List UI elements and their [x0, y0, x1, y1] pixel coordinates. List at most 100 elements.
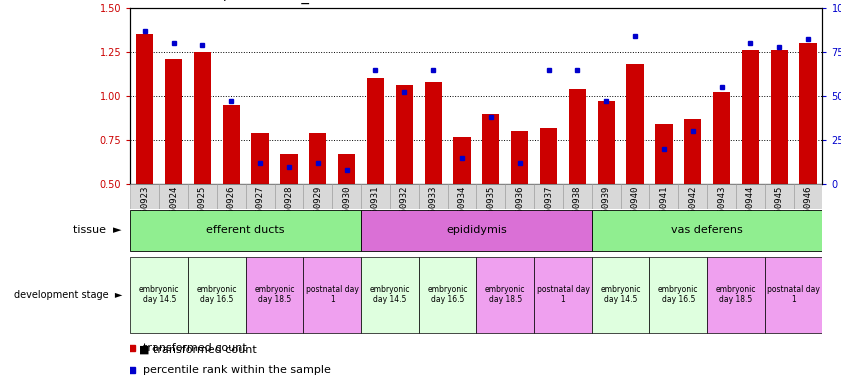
- Bar: [649, 257, 707, 333]
- Text: GSM560935: GSM560935: [486, 185, 495, 234]
- Text: embryonic
day 18.5: embryonic day 18.5: [254, 285, 295, 305]
- Bar: [304, 257, 361, 333]
- Bar: [453, 137, 471, 184]
- Bar: [800, 43, 817, 184]
- Bar: [338, 154, 355, 184]
- Bar: [713, 93, 730, 184]
- Text: embryonic
day 14.5: embryonic day 14.5: [600, 285, 641, 305]
- Bar: [476, 184, 505, 209]
- Text: vas deferens: vas deferens: [671, 225, 743, 235]
- Text: embryonic
day 14.5: embryonic day 14.5: [370, 285, 410, 305]
- Bar: [505, 184, 534, 209]
- Bar: [130, 257, 188, 333]
- Bar: [707, 184, 736, 209]
- Text: embryonic
day 18.5: embryonic day 18.5: [716, 285, 756, 305]
- Bar: [246, 184, 274, 209]
- Text: GSM560924: GSM560924: [169, 185, 178, 234]
- Bar: [563, 184, 592, 209]
- Bar: [770, 50, 788, 184]
- Bar: [246, 257, 304, 333]
- Bar: [482, 114, 500, 184]
- Bar: [217, 184, 246, 209]
- Text: GSM560930: GSM560930: [342, 185, 352, 234]
- Bar: [251, 133, 269, 184]
- Text: transformed count: transformed count: [143, 343, 246, 354]
- Bar: [569, 89, 586, 184]
- Text: percentile rank within the sample: percentile rank within the sample: [143, 364, 331, 375]
- Bar: [592, 257, 649, 333]
- Bar: [419, 257, 476, 333]
- Bar: [534, 184, 563, 209]
- Text: GSM560942: GSM560942: [688, 185, 697, 234]
- Text: GSM560927: GSM560927: [256, 185, 265, 234]
- Bar: [447, 184, 476, 209]
- Bar: [764, 184, 794, 209]
- Text: ■ transformed count: ■ transformed count: [139, 344, 257, 354]
- Bar: [390, 184, 419, 209]
- Text: GSM560925: GSM560925: [198, 185, 207, 234]
- Text: tissue  ►: tissue ►: [73, 225, 122, 235]
- Bar: [361, 184, 390, 209]
- Bar: [655, 124, 673, 184]
- Bar: [476, 257, 534, 333]
- Bar: [136, 34, 153, 184]
- Text: GSM560945: GSM560945: [775, 185, 784, 234]
- Text: GSM560944: GSM560944: [746, 185, 755, 234]
- Text: epididymis: epididymis: [446, 225, 507, 235]
- Text: GDS3862 / 1450250_at: GDS3862 / 1450250_at: [147, 0, 325, 4]
- Text: postnatal day
1: postnatal day 1: [537, 285, 590, 305]
- Bar: [274, 184, 304, 209]
- Text: GSM560933: GSM560933: [429, 185, 437, 234]
- Bar: [598, 101, 615, 184]
- Text: embryonic
day 16.5: embryonic day 16.5: [197, 285, 237, 305]
- Text: GSM560939: GSM560939: [601, 185, 611, 234]
- Text: postnatal day
1: postnatal day 1: [767, 285, 820, 305]
- Text: GSM560937: GSM560937: [544, 185, 553, 234]
- Bar: [188, 257, 246, 333]
- Bar: [679, 184, 707, 209]
- Bar: [425, 82, 442, 184]
- Bar: [304, 184, 332, 209]
- Bar: [764, 257, 822, 333]
- Text: GSM560923: GSM560923: [140, 185, 149, 234]
- Bar: [511, 131, 528, 184]
- Text: embryonic
day 16.5: embryonic day 16.5: [427, 285, 468, 305]
- Bar: [649, 184, 679, 209]
- Text: GSM560931: GSM560931: [371, 185, 380, 234]
- Text: GSM560936: GSM560936: [516, 185, 524, 234]
- Bar: [621, 184, 649, 209]
- Bar: [367, 78, 384, 184]
- Bar: [361, 257, 419, 333]
- Text: GSM560934: GSM560934: [458, 185, 467, 234]
- Text: GSM560941: GSM560941: [659, 185, 669, 234]
- Bar: [223, 105, 240, 184]
- Text: GSM560929: GSM560929: [314, 185, 322, 234]
- Bar: [540, 128, 558, 184]
- Text: embryonic
day 14.5: embryonic day 14.5: [139, 285, 179, 305]
- Text: GSM560938: GSM560938: [573, 185, 582, 234]
- Bar: [361, 210, 592, 251]
- Text: GSM560926: GSM560926: [227, 185, 235, 234]
- Bar: [592, 184, 621, 209]
- Text: GSM560940: GSM560940: [631, 185, 639, 234]
- Bar: [395, 85, 413, 184]
- Text: GSM560946: GSM560946: [804, 185, 812, 234]
- Bar: [188, 184, 217, 209]
- Bar: [736, 184, 764, 209]
- Text: GSM560928: GSM560928: [284, 185, 294, 234]
- Bar: [130, 210, 361, 251]
- Bar: [130, 184, 159, 209]
- Bar: [592, 210, 822, 251]
- Text: embryonic
day 18.5: embryonic day 18.5: [485, 285, 526, 305]
- Text: development stage  ►: development stage ►: [13, 290, 122, 300]
- Bar: [419, 184, 447, 209]
- Bar: [742, 50, 759, 184]
- Text: GSM560932: GSM560932: [399, 185, 409, 234]
- Bar: [534, 257, 592, 333]
- Bar: [794, 184, 822, 209]
- Bar: [332, 184, 361, 209]
- Text: GSM560943: GSM560943: [717, 185, 726, 234]
- Bar: [280, 154, 298, 184]
- Text: efferent ducts: efferent ducts: [206, 225, 285, 235]
- Bar: [193, 52, 211, 184]
